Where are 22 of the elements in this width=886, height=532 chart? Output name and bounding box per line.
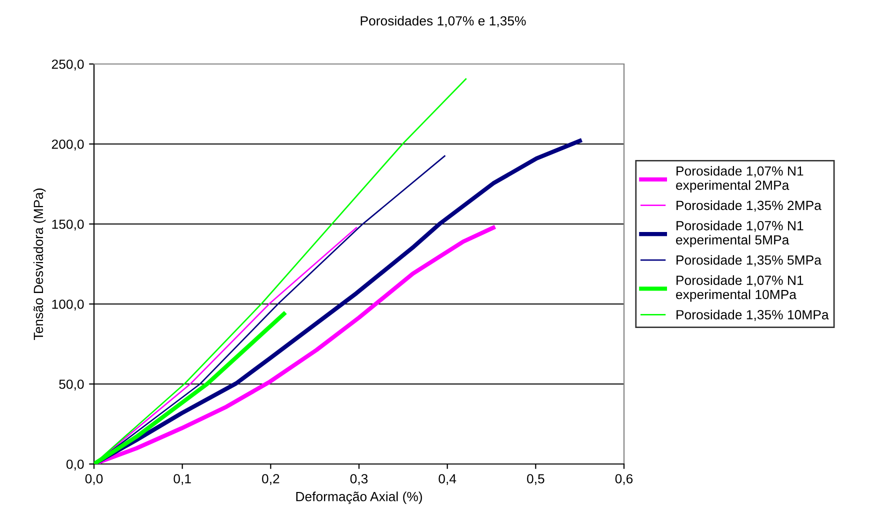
x-tick-label: 0,6 — [615, 474, 633, 485]
legend-label: Porosidade 1,35% 10MPa — [676, 310, 829, 321]
y-tick-label: 200,0 — [52, 140, 84, 150]
y-tick-label: 50,0 — [59, 380, 84, 390]
legend-label: Porosidade 1,35% 5MPa — [676, 255, 822, 266]
legend-label: Porosidade 1,07% N1 experimental 10MPa — [676, 275, 804, 302]
legend-label: Porosidade 1,07% N1 experimental 2MPa — [676, 166, 804, 193]
x-axis-title: Deformação Axial (%) — [296, 492, 422, 504]
x-tick-label: 0,2 — [262, 474, 280, 485]
y-axis-title: Tensão Desviadora (MPa) — [33, 188, 46, 340]
x-tick-label: 0,1 — [174, 474, 191, 485]
chart-title: Porosidades 1,07% e 1,35% — [360, 16, 526, 28]
x-tick-label: 0,3 — [350, 474, 368, 485]
x-tick-label: 0,0 — [85, 474, 103, 485]
y-tick-label: 150,0 — [52, 220, 84, 230]
y-tick-label: 250,0 — [52, 60, 84, 70]
legend-label: Porosidade 1,35% 2MPa — [676, 200, 822, 212]
legend-label: Porosidade 1,07% N1 experimental 5MPa — [676, 220, 804, 248]
y-tick-label: 100,0 — [52, 300, 84, 310]
y-tick-label: 0,0 — [66, 460, 84, 470]
x-tick-label: 0,4 — [438, 474, 456, 485]
x-tick-label: 0,5 — [527, 474, 544, 485]
